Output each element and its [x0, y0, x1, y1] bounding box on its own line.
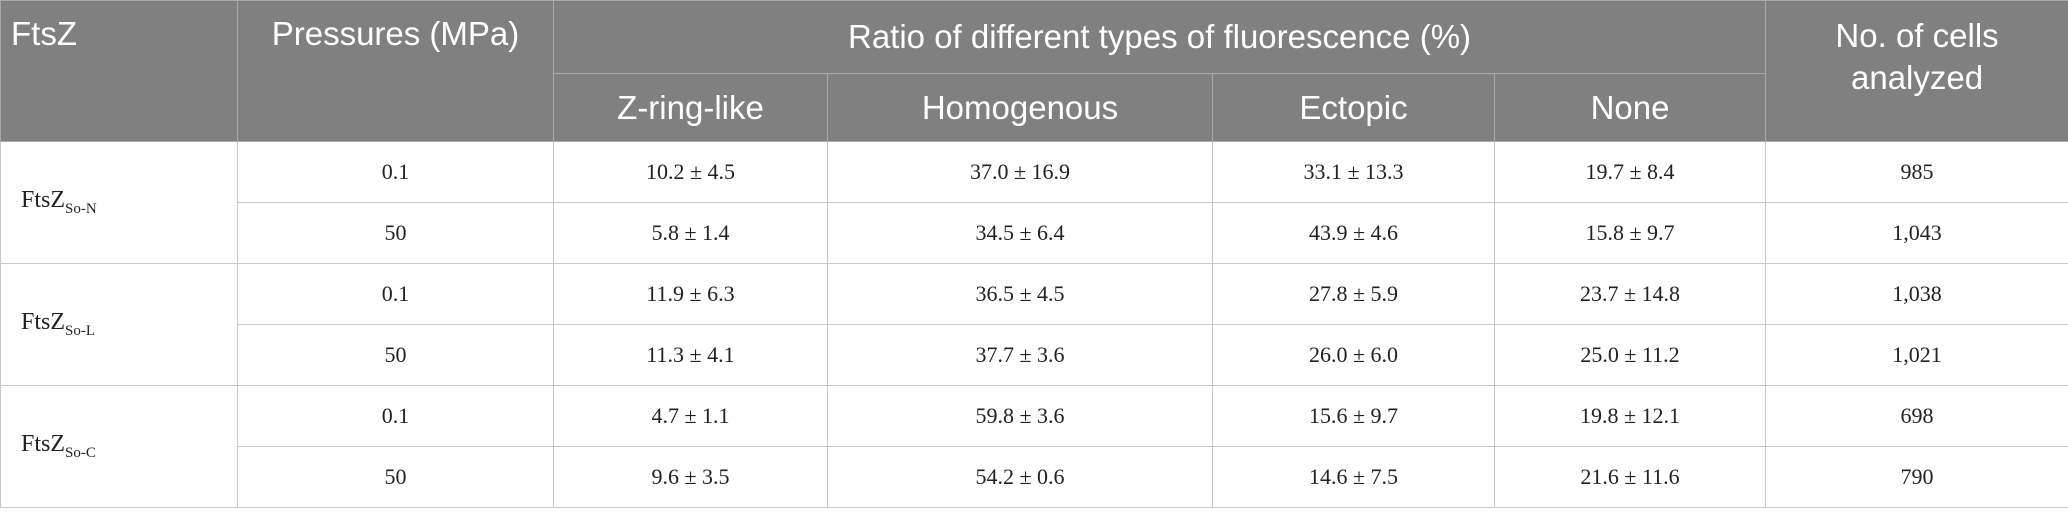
table-row: FtsZSo-C 0.1 4.7 ± 1.1 59.8 ± 3.6 15.6 ± 9.7… — [0, 385, 2068, 508]
header-cell: Z-ring-like — [553, 73, 828, 142]
ratio-cell: 11.3 ± 4.1 — [553, 324, 828, 386]
ratio-cell: 59.8 ± 3.6 — [827, 385, 1213, 447]
cells-cell: 985 — [1765, 141, 2068, 203]
group-name: FtsZ — [21, 431, 66, 458]
ratio-cell: 37.0 ± 16.9 — [827, 141, 1213, 203]
cells-cell: 698 — [1765, 385, 2068, 447]
ratio-cell: 43.9 ± 4.6 — [1212, 202, 1495, 264]
ratio-cell: 37.7 ± 3.6 — [827, 324, 1213, 386]
ratio-cell: 14.6 ± 7.5 — [1212, 446, 1495, 508]
group-label: FtsZSo-L — [0, 263, 238, 386]
ratio-cell: 15.6 ± 9.7 — [1212, 385, 1495, 447]
cells-cell: 1,043 — [1765, 202, 2068, 264]
ratio-cell: 21.6 ± 11.6 — [1493, 446, 1767, 508]
table-body: FtsZSo-N 0.1 10.2 ± 4.5 37.0 ± 16.9 33.1 ± 1… — [0, 141, 2068, 508]
header-cell: Ectopic — [1212, 73, 1495, 142]
table-row: 50 9.6 ± 3.5 54.2 ± 0.6 14.6 ± 7.5 21.6 ± 11… — [1, 446, 2068, 508]
ratio-cell: 19.7 ± 8.4 — [1493, 141, 1767, 203]
group-subscript: So-L — [65, 322, 96, 339]
group-name: FtsZ — [21, 309, 66, 336]
group-label: FtsZSo-C — [0, 385, 238, 508]
cells-cell: 790 — [1765, 446, 2068, 508]
table-row: FtsZSo-L 0.1 11.9 ± 6.3 36.5 ± 4.5 27.8 ± 5.… — [0, 263, 2068, 386]
pressure-cell: 50 — [237, 324, 554, 386]
ratio-cell: 54.2 ± 0.6 — [827, 446, 1213, 508]
group-subscript: So-C — [65, 444, 96, 461]
cells-cell: 1,038 — [1765, 263, 2068, 325]
table-row: FtsZSo-N 0.1 10.2 ± 4.5 37.0 ± 16.9 33.1 ± 1… — [0, 141, 2068, 264]
cells-cell: 1,021 — [1765, 324, 2068, 386]
ratio-cell: 27.8 ± 5.9 — [1212, 263, 1495, 325]
ratio-cell: 23.7 ± 14.8 — [1493, 263, 1767, 325]
pressure-cell: 0.1 — [237, 263, 554, 325]
ratio-cell: 5.8 ± 1.4 — [553, 202, 828, 264]
data-table: FtsZ Pressures (MPa) Ratio of different … — [0, 0, 2068, 508]
pressure-cell: 0.1 — [237, 141, 554, 203]
ratio-cell: 25.0 ± 11.2 — [1493, 324, 1767, 386]
ratio-cell: 26.0 ± 6.0 — [1212, 324, 1495, 386]
table-row: 50 5.8 ± 1.4 34.5 ± 6.4 43.9 ± 4.6 15.8 ± 9.… — [1, 202, 2068, 264]
table-header: FtsZ Pressures (MPa) Ratio of different … — [0, 0, 2068, 142]
table-row: 50 11.3 ± 4.1 37.7 ± 3.6 26.0 ± 6.0 25.0 ± 1… — [1, 324, 2068, 386]
ratio-cell: 15.8 ± 9.7 — [1493, 202, 1767, 264]
ratio-cell: 33.1 ± 13.3 — [1212, 141, 1495, 203]
ratio-cell: 4.7 ± 1.1 — [553, 385, 828, 447]
pressure-cell: 50 — [237, 446, 554, 508]
group-label: FtsZSo-N — [0, 141, 238, 264]
header-cell: None — [1493, 73, 1767, 142]
pressure-cell: 50 — [237, 202, 554, 264]
header-cell: Ratio of different types of fluorescence… — [552, 0, 1767, 74]
header-cell: No. of cells analyzed — [1765, 0, 2068, 142]
ratio-cell: 36.5 ± 4.5 — [827, 263, 1213, 325]
ratio-cell: 34.5 ± 6.4 — [827, 202, 1213, 264]
header-cell: FtsZ — [0, 0, 238, 142]
ratio-cell: 19.8 ± 12.1 — [1493, 385, 1767, 447]
group-subscript: So-N — [65, 200, 97, 217]
ratio-cell: 11.9 ± 6.3 — [553, 263, 828, 325]
header-cell: Homogenous — [827, 73, 1213, 142]
ratio-cell: 9.6 ± 3.5 — [553, 446, 828, 508]
header-cell: Pressures (MPa) — [237, 0, 554, 142]
ratio-cell: 10.2 ± 4.5 — [553, 141, 828, 203]
pressure-cell: 0.1 — [237, 385, 554, 447]
group-name: FtsZ — [21, 187, 66, 214]
